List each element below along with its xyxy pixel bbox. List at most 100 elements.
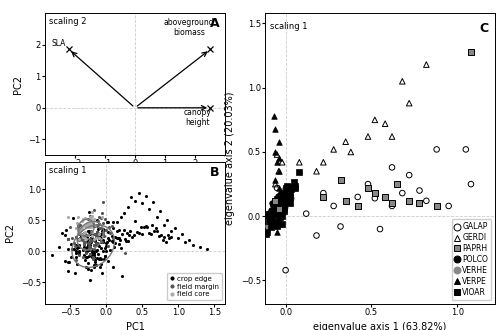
Point: [108, 223, 116, 228]
Point: [85, 221, 93, 227]
Point: [112, 241, 120, 246]
Point: [90, 247, 98, 252]
Point: [98, 240, 106, 245]
VIOAR: [277, 197, 285, 202]
VERHE: [280, 194, 288, 200]
Point: [142, 223, 150, 229]
Point: [84, 221, 92, 226]
Point: [102, 253, 110, 259]
Point: [124, 232, 132, 238]
Point: [90, 237, 98, 242]
Point: [68, 247, 76, 252]
VIOAR: [266, 224, 274, 230]
VIOAR: [276, 214, 284, 220]
Point: [88, 254, 96, 260]
VERHE: [276, 206, 283, 212]
VERHE: [264, 223, 272, 229]
Point: [92, 223, 100, 228]
Point: [92, 222, 100, 228]
Point: [90, 254, 98, 259]
VERPE: [274, 156, 282, 161]
Point: [134, 190, 142, 195]
Point: [113, 219, 121, 224]
Point: [120, 227, 128, 232]
POLCO: [277, 194, 285, 200]
Point: [84, 239, 92, 244]
Text: aboveground
biomass: aboveground biomass: [164, 18, 214, 37]
Point: [75, 252, 83, 258]
Point: [80, 239, 88, 245]
Point: [182, 239, 190, 245]
Point: [90, 250, 98, 255]
Point: [72, 262, 80, 267]
GALAP: [388, 165, 396, 170]
Point: [88, 214, 96, 219]
VERHE: [274, 215, 281, 221]
Point: [85, 247, 93, 252]
Point: [92, 234, 100, 240]
Point: [64, 260, 72, 265]
Point: [106, 230, 114, 235]
VERHE: [284, 199, 292, 204]
VIOAR: [282, 195, 290, 200]
VERPE: [274, 211, 282, 216]
Point: [64, 247, 72, 252]
Point: [84, 267, 92, 272]
Point: [95, 222, 103, 227]
VIOAR: [254, 228, 262, 234]
Point: [96, 225, 104, 231]
Point: [74, 237, 82, 242]
Y-axis label: eigenvalue axis 2 (20.03%): eigenvalue axis 2 (20.03%): [225, 92, 235, 225]
VERHE: [276, 202, 284, 207]
VERPE: [273, 229, 281, 234]
Point: [66, 224, 74, 230]
Point: [162, 239, 170, 245]
Point: [94, 229, 102, 235]
X-axis label: PC1: PC1: [126, 322, 144, 330]
Point: [95, 244, 103, 249]
Point: [84, 240, 92, 246]
POLCO: [290, 183, 298, 188]
GALAP: [354, 194, 362, 200]
Point: [92, 235, 100, 241]
Point: [99, 248, 107, 254]
Point: [80, 241, 88, 246]
Point: [80, 230, 88, 235]
Point: [87, 223, 95, 228]
GERDI: [288, 185, 296, 191]
Point: [124, 204, 132, 209]
PAPRH: [371, 190, 379, 196]
Point: [78, 238, 86, 243]
Text: canopy
height: canopy height: [184, 108, 212, 127]
VIOAR: [262, 232, 270, 237]
Point: [80, 253, 88, 258]
VIOAR: [274, 199, 282, 204]
POLCO: [270, 202, 278, 207]
POLCO: [268, 200, 276, 206]
Point: [74, 224, 82, 230]
VERHE: [278, 211, 286, 216]
POLCO: [274, 194, 282, 199]
Point: [157, 232, 165, 237]
Point: [87, 235, 95, 240]
VIOAR: [288, 185, 296, 190]
Point: [94, 219, 102, 224]
Point: [88, 209, 96, 214]
Point: [88, 247, 96, 252]
Point: [77, 233, 85, 238]
Point: [90, 237, 98, 242]
Point: [100, 256, 108, 261]
Point: [155, 233, 163, 238]
Point: [74, 223, 82, 228]
Point: [86, 251, 94, 257]
Point: [82, 223, 90, 228]
Point: [84, 233, 92, 238]
VERHE: [276, 199, 284, 205]
Point: [96, 231, 104, 236]
Point: [90, 236, 98, 241]
Point: [84, 232, 92, 238]
Point: [86, 278, 94, 283]
Point: [62, 227, 70, 233]
VIOAR: [286, 195, 294, 200]
Point: [74, 243, 82, 248]
